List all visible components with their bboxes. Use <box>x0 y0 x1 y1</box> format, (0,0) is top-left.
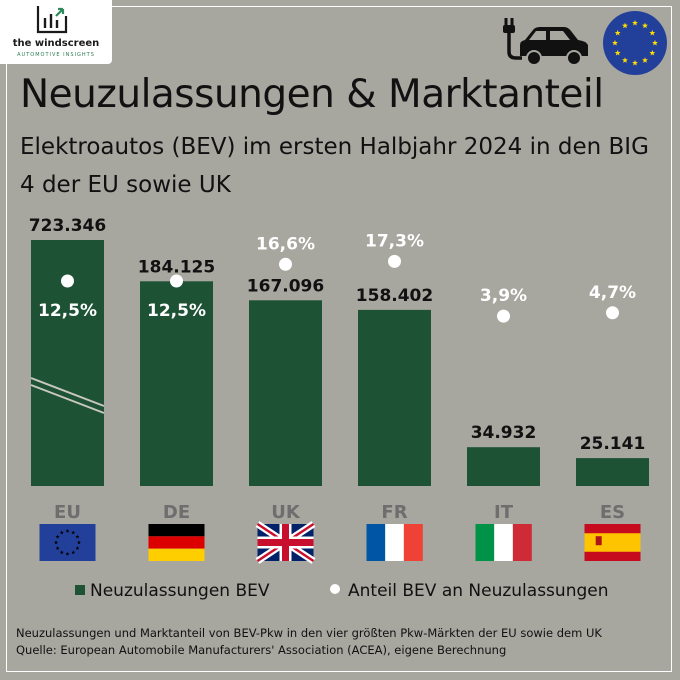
eu-star <box>75 546 80 550</box>
ev-car-icon <box>503 18 588 66</box>
flag-it-icon <box>475 524 532 561</box>
eu-star <box>632 59 638 66</box>
share-marker <box>606 306 619 320</box>
bar-value-label: 723.346 <box>29 216 106 236</box>
chart-title: Neuzulassungen & Marktanteil <box>20 72 604 117</box>
eu-star <box>76 540 81 545</box>
eu-star <box>614 49 621 56</box>
share-marker <box>279 257 292 271</box>
bar-chart: 723.346 12,5% EU 184.125 12,5% DE 167.096 16,6%… <box>29 216 649 564</box>
share-marker <box>170 274 183 288</box>
bar-it <box>467 447 540 486</box>
share-label: 4,7% <box>589 283 636 303</box>
eu-star <box>54 540 59 545</box>
bar-value-label: 184.125 <box>138 257 215 277</box>
eu-star <box>55 546 60 550</box>
eu-flag-icon <box>603 11 667 75</box>
axis-break-line <box>30 384 105 414</box>
bar-uk <box>249 300 322 486</box>
share-marker <box>497 309 510 323</box>
flag-uk-icon <box>255 521 316 564</box>
flag-fr-icon <box>366 524 423 561</box>
share-label: 17,3% <box>365 231 424 251</box>
axis-break-line <box>30 377 105 407</box>
eu-star <box>71 530 76 535</box>
bar-value-label: 158.402 <box>356 286 433 306</box>
eu-star <box>652 39 658 46</box>
eu-star <box>622 22 628 29</box>
share-label: 3,9% <box>480 286 527 306</box>
eu-star <box>642 22 648 29</box>
share-label: 16,6% <box>256 234 315 254</box>
share-label: 12,5% <box>147 301 206 321</box>
eu-star <box>642 57 648 63</box>
share-marker <box>388 254 401 268</box>
bar-es <box>576 458 649 486</box>
eu-star <box>75 534 80 539</box>
eu-star <box>649 49 656 56</box>
bar-value-label: 25.141 <box>580 434 646 454</box>
bar-fr <box>358 309 431 486</box>
legend-label-registrations: Neuzulassungen BEV <box>90 581 270 601</box>
bar-value-label: 167.096 <box>247 276 324 296</box>
chart-logo-icon <box>36 6 68 34</box>
legend-label-share: Anteil BEV an Neuzulassungen <box>348 581 609 601</box>
eu-star <box>59 550 64 555</box>
category-label: ES <box>600 502 625 523</box>
eu-star <box>65 528 70 533</box>
category-label: FR <box>381 502 407 523</box>
flag-eu-icon <box>39 524 96 561</box>
category-label: DE <box>163 502 190 523</box>
chart-frame <box>6 6 672 672</box>
eu-star <box>612 39 618 46</box>
legend-item-registrations: Neuzulassungen BEV <box>75 581 270 601</box>
eu-star <box>632 19 638 26</box>
footer: Neuzulassungen und Marktanteil von BEV-P… <box>16 625 666 659</box>
flag-es-icon <box>584 524 641 561</box>
category-label: EU <box>54 502 81 523</box>
eu-star <box>55 534 60 539</box>
share-marker <box>61 274 74 288</box>
brand-tagline: AUTOMOTIVE INSIGHTS <box>17 52 95 58</box>
eu-star <box>649 29 656 36</box>
legend-swatch-dot <box>330 584 340 594</box>
eu-star <box>622 57 628 63</box>
brand-name: the windscreen <box>12 38 100 49</box>
footer-source: Quelle: European Automobile Manufacturer… <box>16 643 507 657</box>
eu-star <box>59 530 64 535</box>
share-label: 12,5% <box>38 301 97 321</box>
eu-star <box>71 550 76 555</box>
bar-de <box>140 281 213 486</box>
category-label: IT <box>494 502 514 523</box>
legend-item-share: Anteil BEV an Neuzulassungen <box>330 581 609 601</box>
flag-de-icon <box>148 524 205 561</box>
category-label: UK <box>271 502 301 523</box>
brand-logo: the windscreen AUTOMOTIVE INSIGHTS <box>0 0 112 64</box>
footer-note: Neuzulassungen und Marktanteil von BEV-P… <box>16 626 602 640</box>
bar-value-label: 34.932 <box>471 423 537 443</box>
eu-star <box>614 29 621 36</box>
legend-swatch-bar <box>75 585 85 595</box>
chart-subtitle: Elektroautos (BEV) im ersten Halbjahr 20… <box>20 134 649 198</box>
eu-star <box>65 551 70 556</box>
